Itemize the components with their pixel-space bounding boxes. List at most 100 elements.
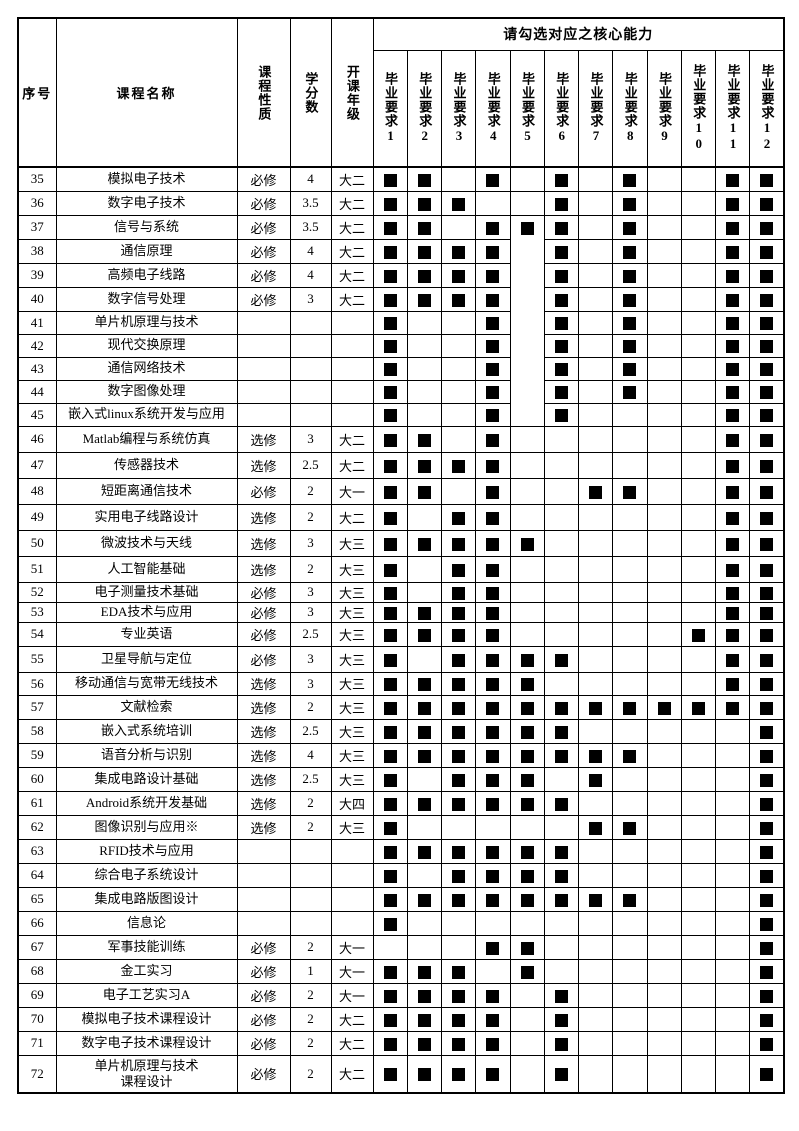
req-4-cell <box>475 238 511 264</box>
req-7-cell <box>577 529 614 557</box>
course-no: 72 <box>17 1054 57 1094</box>
checked-box-icon <box>623 821 637 835</box>
checked-box-icon <box>383 1013 397 1027</box>
course-credits <box>289 379 332 404</box>
req-1-cell <box>372 555 408 583</box>
checked-box-icon <box>554 869 568 883</box>
req-5-cell <box>509 529 545 557</box>
checked-box-icon <box>691 701 705 715</box>
course-row-71: 71 数字电子技术课程设计 必修 2 大二 <box>17 1030 785 1056</box>
course-name: 现代交换原理 <box>55 333 238 358</box>
req-1-cell <box>372 742 408 768</box>
req-2-cell <box>406 886 443 912</box>
req-11-cell <box>714 214 751 240</box>
req-4-cell <box>475 581 511 603</box>
checked-box-icon <box>383 869 397 883</box>
req-8-cell <box>612 238 648 264</box>
course-row-62: 62 图像识别与应用※ 选修 2 大三 <box>17 814 785 840</box>
checked-box-icon <box>623 386 637 400</box>
req-6-cell <box>543 718 580 744</box>
req-10-cell <box>680 190 717 216</box>
course-credits <box>289 402 332 427</box>
req-11-cell <box>714 742 751 768</box>
req-12-cell <box>749 742 785 768</box>
req-2-cell <box>406 166 443 192</box>
checked-box-icon <box>623 221 637 235</box>
course-credits: 4 <box>289 742 332 768</box>
req-8-cell <box>612 934 648 960</box>
checked-box-icon <box>383 749 397 763</box>
checked-box-icon <box>554 893 568 907</box>
checked-box-icon <box>554 653 568 667</box>
req-4-cell <box>475 356 511 381</box>
checked-box-icon <box>417 749 431 763</box>
checked-box-icon <box>486 1037 500 1051</box>
checked-box-icon <box>383 965 397 979</box>
req-3-cell <box>440 645 477 673</box>
req-10-cell <box>680 790 717 816</box>
req-2-cell <box>406 477 443 505</box>
req-10-cell <box>680 1030 717 1056</box>
course-row-40: 40 数字信号处理 必修 3 大二 <box>17 286 785 312</box>
req-8-cell <box>612 814 648 840</box>
course-no: 60 <box>17 766 57 792</box>
req-2-cell <box>406 190 443 216</box>
checked-box-icon <box>383 701 397 715</box>
req-2-cell <box>406 379 443 404</box>
course-row-41: 41 单片机原理与技术 <box>17 310 785 335</box>
req-12-cell <box>749 1030 785 1056</box>
checked-box-icon <box>726 409 740 423</box>
req-7-cell <box>577 379 614 404</box>
req-5-cell <box>509 357 545 381</box>
req-10-cell <box>680 503 717 531</box>
course-nature: 选修 <box>236 671 291 696</box>
checked-box-icon <box>589 893 603 907</box>
checked-box-icon <box>760 537 774 551</box>
req-6-cell <box>543 238 580 264</box>
req-7-cell <box>577 1054 614 1094</box>
checked-box-icon <box>554 989 568 1003</box>
req-9-cell <box>646 379 682 404</box>
req-6-cell <box>543 814 580 840</box>
course-name: 数字电子技术 <box>55 190 238 216</box>
req-10-cell <box>680 1054 717 1094</box>
req-4-cell <box>475 402 511 427</box>
req-10-cell <box>680 742 717 768</box>
req-2-cell <box>406 451 443 479</box>
course-name: 信息论 <box>55 910 238 936</box>
course-name: 卫星导航与定位 <box>55 645 238 673</box>
course-row-39: 39 高频电子线路 必修 4 大二 <box>17 262 785 288</box>
checked-box-icon <box>486 409 500 423</box>
course-no: 48 <box>17 477 57 505</box>
req-4-cell <box>475 529 511 557</box>
req-8-cell <box>612 958 648 984</box>
req-4-cell <box>475 190 511 216</box>
req-4-cell <box>475 310 511 335</box>
checked-box-icon <box>383 173 397 187</box>
header-index: 序号 <box>17 17 57 168</box>
course-row-65: 65 集成电路版图设计 <box>17 886 785 912</box>
req-4-cell <box>475 886 511 912</box>
course-nature: 必修 <box>236 1006 291 1032</box>
course-name: 集成电路设计基础 <box>55 766 238 792</box>
req-5-cell <box>509 1030 545 1056</box>
checked-box-icon <box>452 725 466 739</box>
req-10-cell <box>680 238 717 264</box>
checked-box-icon <box>486 563 500 577</box>
req-12-cell <box>749 503 785 531</box>
checked-box-icon <box>554 363 568 377</box>
checked-box-icon <box>554 845 568 859</box>
course-row-60: 60 集成电路设计基础 选修 2.5 大三 <box>17 766 785 792</box>
req-8-cell <box>612 790 648 816</box>
checked-box-icon <box>760 245 774 259</box>
req-9-cell <box>646 621 682 647</box>
course-credits: 3.5 <box>289 214 332 240</box>
course-nature: 必修 <box>236 958 291 984</box>
checked-box-icon <box>417 606 431 620</box>
req-4-cell <box>475 621 511 647</box>
course-grade: 大一 <box>330 477 374 505</box>
req-6-cell <box>543 1054 580 1094</box>
course-name: 电子工艺实习A <box>55 982 238 1008</box>
req-10-cell <box>680 694 717 720</box>
checked-box-icon <box>760 173 774 187</box>
